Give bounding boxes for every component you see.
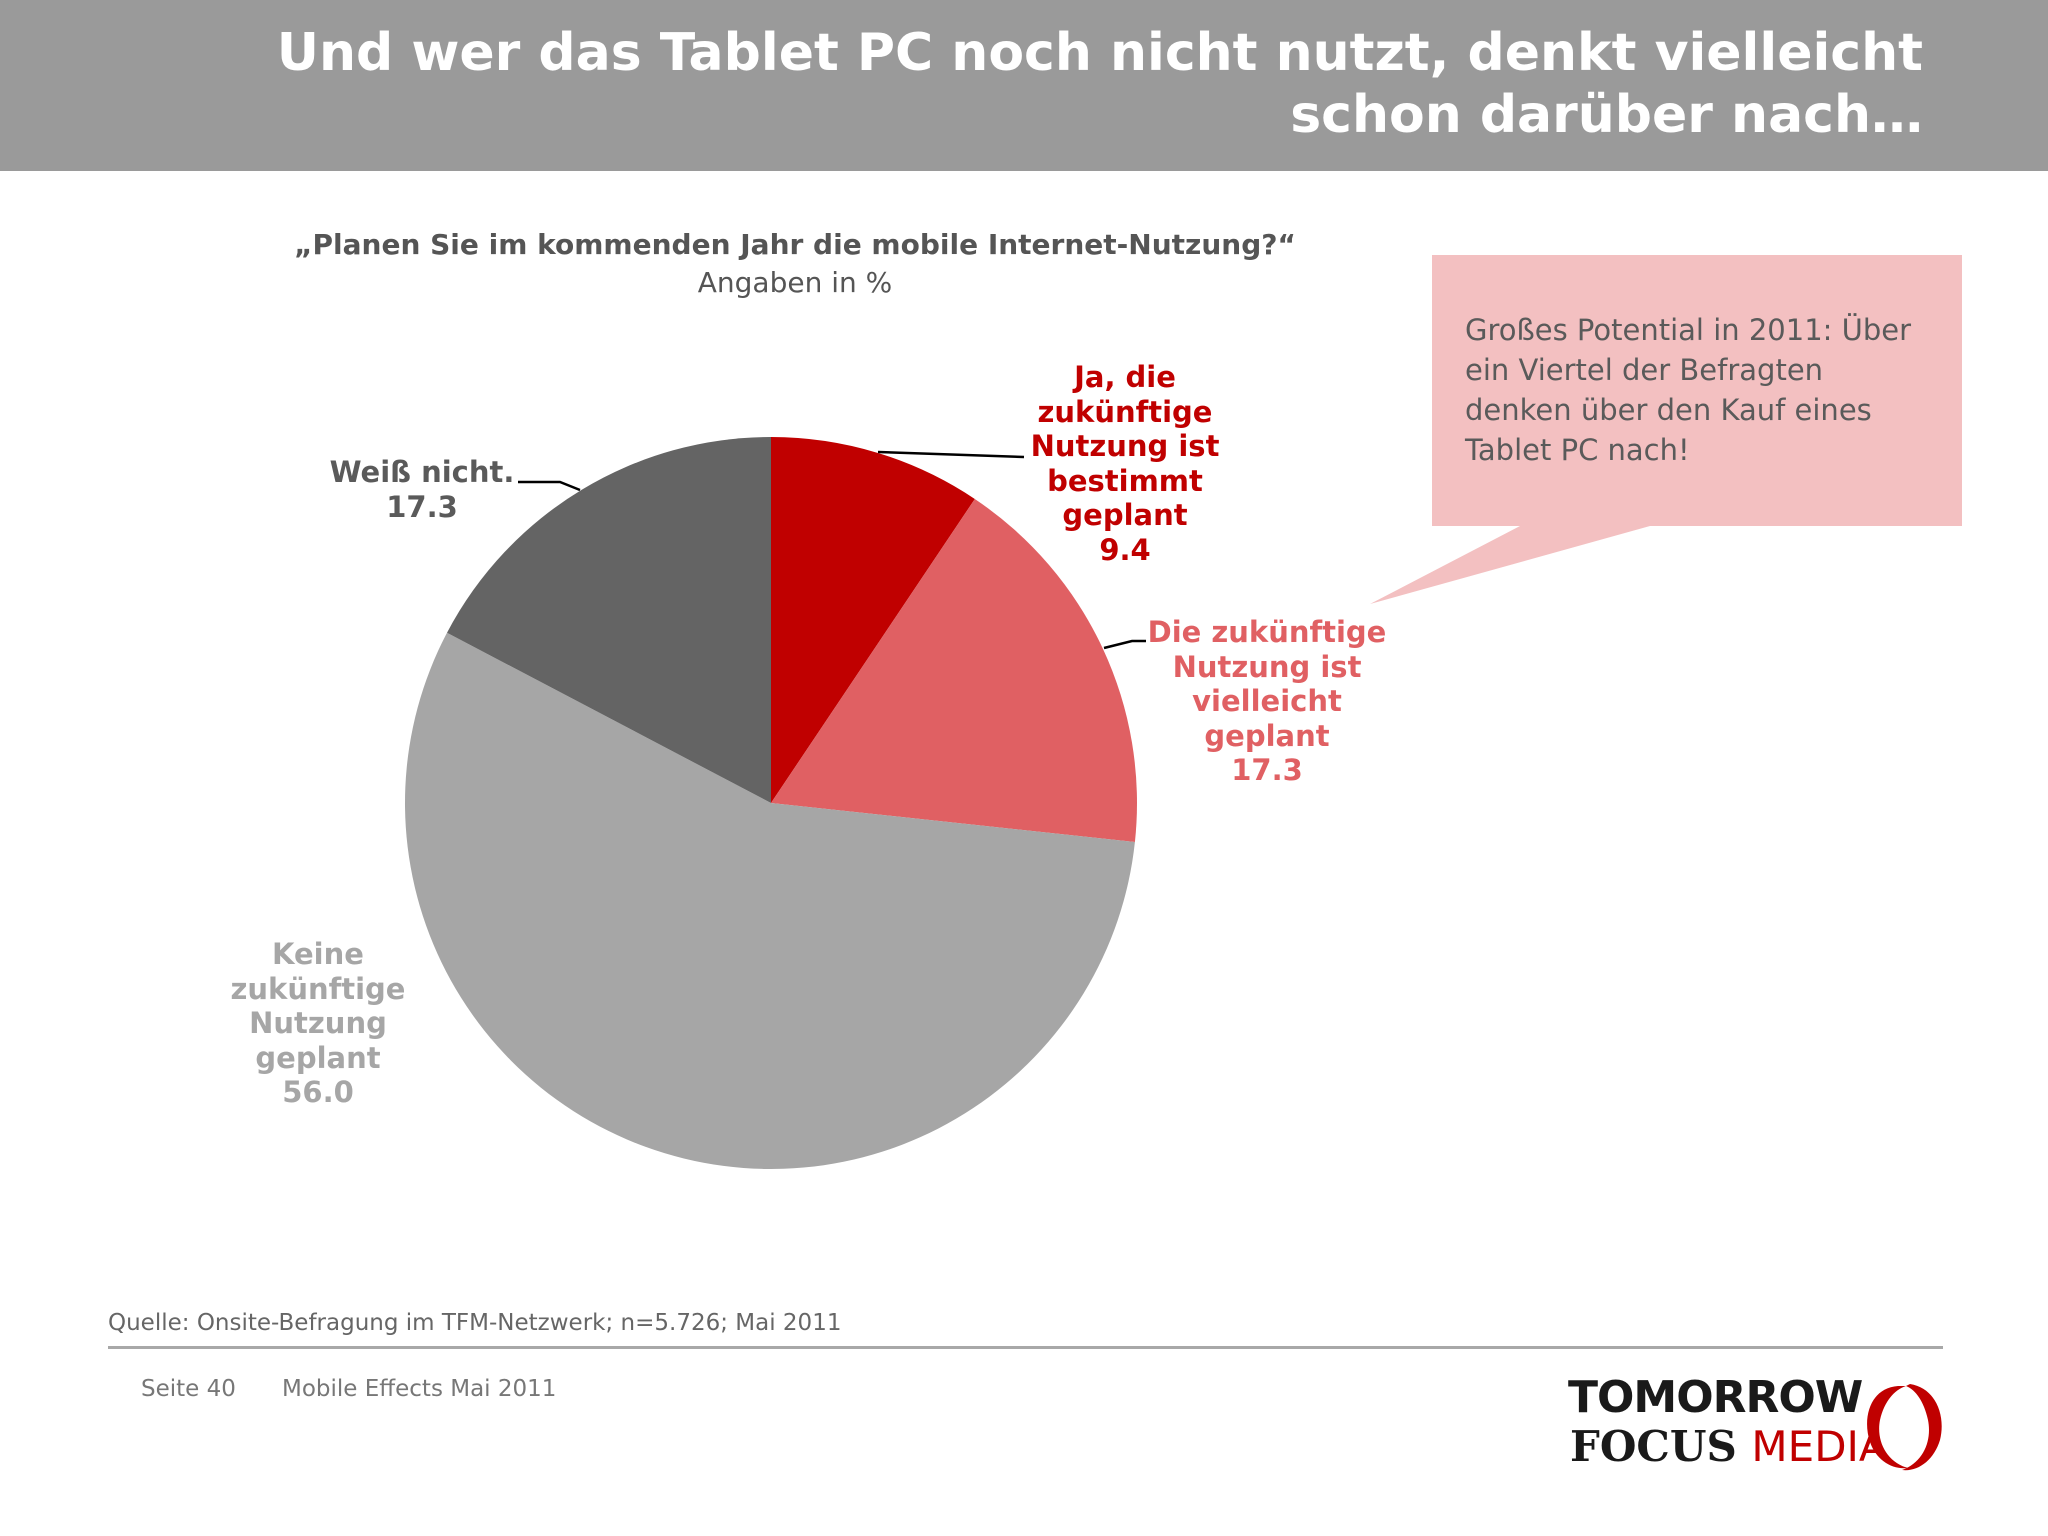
slice-label-ja-bestimmt: Ja, die zukünftige Nutzung ist bestimmt …: [1005, 360, 1245, 567]
logo-tomorrow-text: TOMORROW: [1568, 1372, 1863, 1423]
header-bar: Und wer das Tablet PC noch nicht nutzt, …: [0, 0, 2048, 171]
logo-focus-media-text: FOCUS MEDIA: [1570, 1422, 1888, 1471]
leader-line-weiss-nicht: [518, 480, 581, 492]
callout-text: Großes Potential in 2011: Über ein Viert…: [1465, 310, 1935, 470]
leader-line-vielleicht: [1103, 639, 1146, 650]
source-note: Quelle: Onsite-Befragung im TFM-Netzwerk…: [108, 1310, 842, 1336]
slice-label-vielleicht: Die zukünftige Nutzung ist vielleicht ge…: [1120, 615, 1414, 788]
chart-subtitle: Angaben in %: [697, 266, 893, 299]
logo-media-word: MEDIA: [1751, 1422, 1888, 1471]
label-line: Keine: [272, 937, 364, 971]
label-line: Nutzung: [249, 1006, 387, 1040]
label-line: Nutzung ist: [1030, 429, 1220, 463]
label-line: Die zukünftige: [1147, 615, 1387, 649]
slice-label-keine: Keine zukünftige Nutzung geplant 56.0: [198, 937, 438, 1110]
slice-label-weiss-nicht: Weiß nicht. 17.3: [312, 455, 532, 524]
label-line: geplant: [1204, 718, 1330, 753]
pie-slice-weiss-nicht: [447, 437, 771, 803]
label-line: geplant: [1062, 498, 1188, 532]
callout-line-3: denken über den Kauf eines: [1465, 393, 1872, 427]
label-line: zukünftige: [1037, 394, 1213, 429]
callout-bubble: [1370, 255, 1962, 604]
label-line: Ja, die: [1074, 360, 1176, 394]
label-value: 56.0: [282, 1075, 354, 1109]
callout-line-2: ein Viertel der Befragten: [1465, 353, 1824, 387]
label-line: zukünftige: [230, 971, 406, 1006]
pie-slice-keine: [404, 632, 1135, 1170]
label-line: vielleicht: [1192, 684, 1342, 718]
chart-title: „Planen Sie im kommenden Jahr die mobile…: [294, 228, 1296, 261]
logo-focus-word: FOCUS: [1570, 1422, 1737, 1471]
page-title-line-2: schon darüber nach…: [1290, 85, 1923, 145]
document-name: Mobile Effects Mai 2011: [282, 1376, 557, 1402]
page-number: Seite 40: [141, 1376, 236, 1402]
page-title-line-1: Und wer das Tablet PC noch nicht nutzt, …: [276, 23, 1923, 83]
footer-divider: [108, 1346, 1943, 1349]
page-title: Und wer das Tablet PC noch nicht nutzt, …: [223, 22, 1923, 146]
label-line: bestimmt: [1047, 463, 1203, 498]
label-line: Nutzung ist: [1172, 649, 1362, 684]
label-value: 17.3: [1231, 753, 1303, 787]
label-line: Weiß nicht.: [329, 455, 515, 489]
label-line: geplant: [255, 1040, 381, 1075]
callout-line-1: Großes Potential in 2011: Über: [1465, 313, 1912, 347]
pie-slice-vielleicht: [771, 499, 1137, 843]
leader-line-ja-bestimmt: [877, 450, 1025, 459]
logo-ring-icon: [1867, 1384, 1942, 1471]
label-value: 9.4: [1099, 532, 1151, 567]
label-value: 17.3: [386, 489, 458, 524]
callout-line-4: Tablet PC nach!: [1465, 433, 1690, 467]
pie-slice-ja-bestimmt: [771, 436, 975, 803]
